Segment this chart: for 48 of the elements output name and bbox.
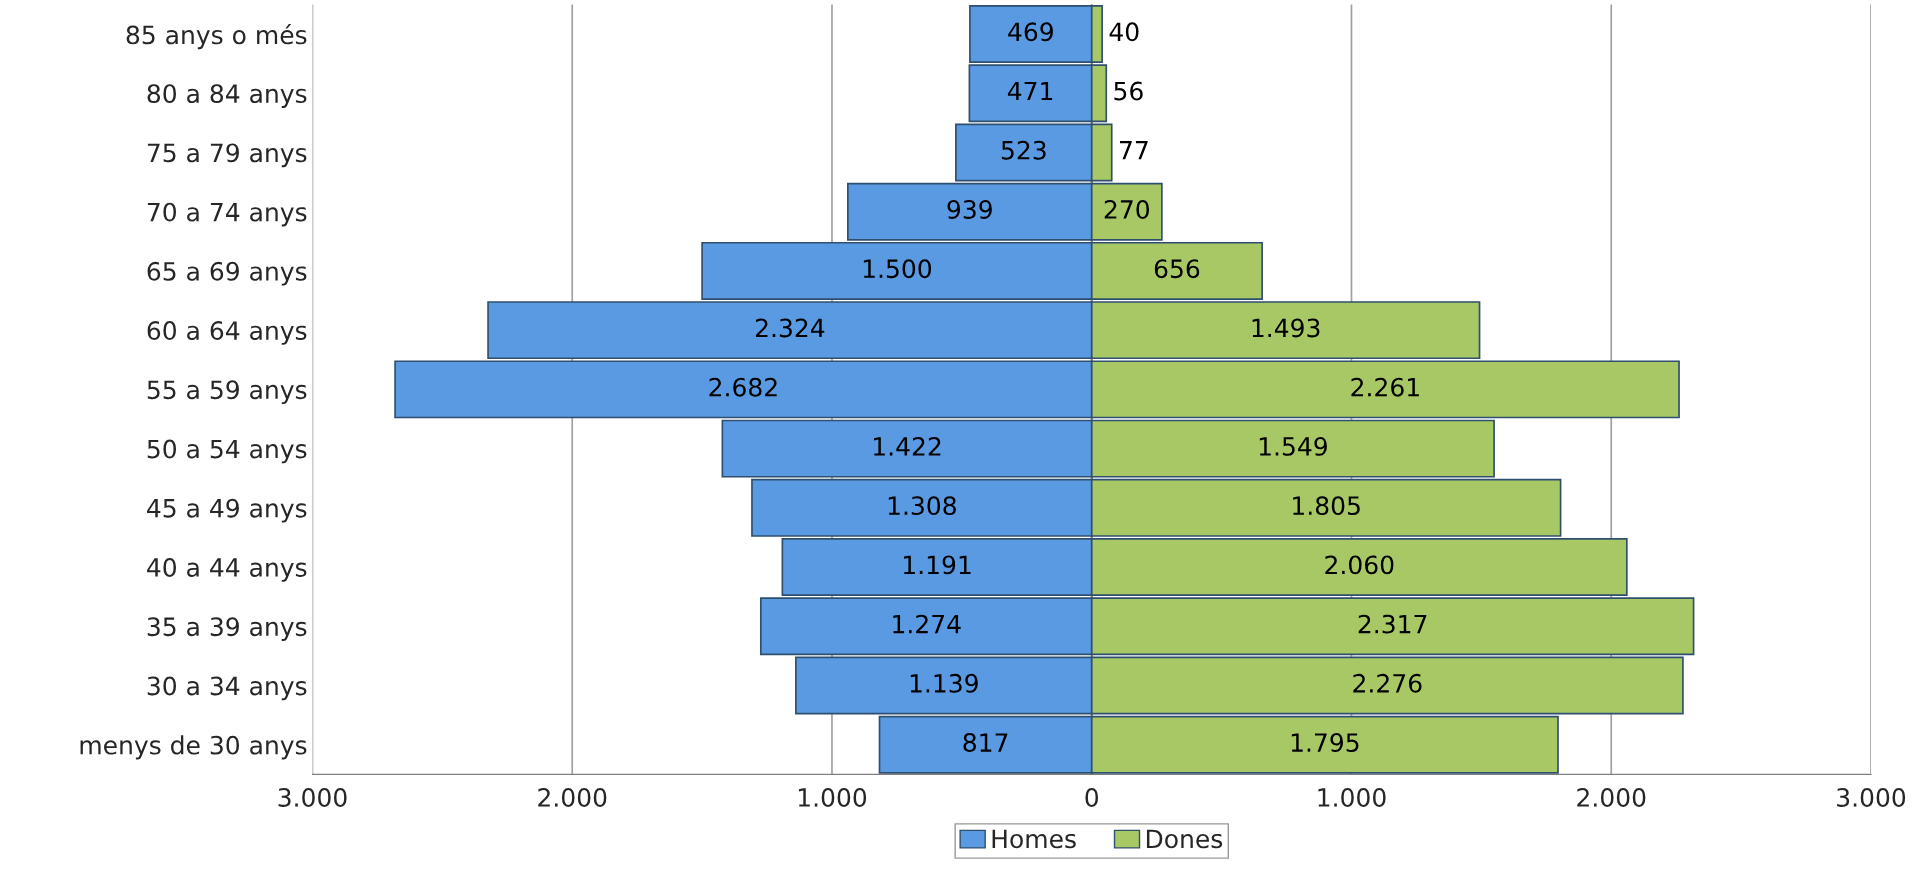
data-label: 2.682: [709, 377, 777, 397]
y-tick-label: menys de 30 anys: [80, 735, 307, 760]
x-tick-label: 2.000: [1577, 788, 1646, 807]
x-tick-label: 3.000: [1837, 788, 1906, 807]
data-label: 1.493: [1252, 318, 1320, 338]
data-label: 817: [963, 733, 1008, 753]
data-label: 2.324: [755, 318, 825, 338]
x-tick-label: 3.000: [278, 788, 347, 807]
data-label: 1.549: [1259, 436, 1327, 456]
data-label: 40: [1109, 22, 1139, 42]
data-label: 1.191: [904, 555, 971, 575]
y-tick-label: 65 a 69 anys: [147, 261, 307, 286]
data-label: 1.500: [863, 259, 932, 279]
y-tick-label: 50 a 54 anys: [147, 439, 307, 464]
y-tick-label: 35 a 39 anys: [147, 617, 307, 641]
data-label: 2.261: [1351, 377, 1419, 397]
data-label: 1.422: [874, 436, 941, 456]
y-tick-label: 75 a 79 anys: [147, 143, 307, 168]
y-tick-label: 70 a 74 anys: [147, 202, 307, 227]
data-label: 1.139: [910, 673, 978, 693]
data-label: 469: [1008, 22, 1053, 42]
data-label: 2.060: [1325, 555, 1394, 575]
y-tick-label: 55 a 59 anys: [147, 380, 307, 405]
data-label: 1.274: [893, 614, 961, 634]
data-label: 1.795: [1291, 733, 1359, 753]
data-label: 939: [947, 200, 992, 219]
data-label: 2.317: [1358, 614, 1427, 634]
data-label: 56: [1114, 81, 1143, 101]
data-label: 1.308: [888, 496, 956, 516]
legend-label: Homes: [992, 829, 1076, 849]
y-tick-label: 30 a 34 anys: [147, 676, 307, 701]
data-label: 523: [1001, 140, 1046, 160]
data-label: 1.805: [1293, 496, 1360, 516]
data-label: 270: [1104, 200, 1149, 219]
data-label: 2.276: [1353, 673, 1422, 693]
y-tick-label: 85 anys o més: [126, 23, 307, 50]
data-label: 77: [1120, 141, 1148, 160]
data-label: 471: [1007, 81, 1053, 101]
x-tick-label: 1.000: [798, 788, 867, 807]
y-tick-label: 45 a 49 anys: [147, 498, 307, 523]
x-tick-label: 1.000: [1318, 788, 1386, 807]
x-tick-label: 2.000: [538, 788, 607, 807]
data-label: 656: [1154, 259, 1200, 279]
y-tick-label: 60 a 64 anys: [147, 321, 307, 345]
legend-label: Dones: [1146, 829, 1223, 849]
y-tick-label: 40 a 44 anys: [147, 558, 307, 582]
y-tick-label: 80 a 84 anys: [147, 84, 307, 108]
x-tick-label: 0: [1085, 788, 1099, 807]
